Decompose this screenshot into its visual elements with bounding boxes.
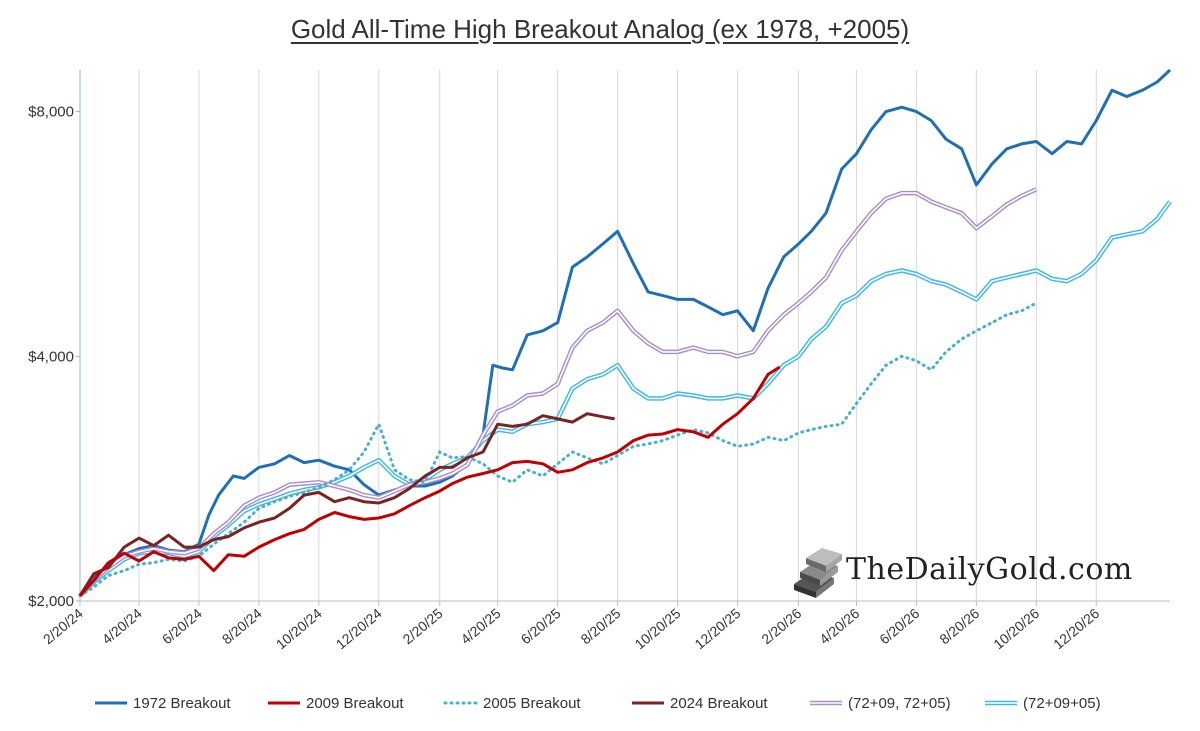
x-tick-label: 6/20/26: [876, 605, 922, 647]
x-tick-label: 12/20/25: [691, 605, 743, 652]
x-tick-label: 2/20/25: [400, 605, 446, 647]
legend-label: 2005 Breakout: [483, 695, 581, 712]
gold-bars-logo-icon: [794, 548, 842, 598]
y-tick-label: $8,000: [28, 104, 74, 121]
legend: 1972 Breakout 2009 Breakout 2005 Breakout 2…: [95, 695, 1101, 712]
y-tick-label: $2,000: [28, 593, 74, 610]
series-line: [78, 365, 781, 597]
chart-title: Gold All-Time High Breakout Analog (ex 1…: [290, 14, 910, 44]
x-tick-label: 10/20/26: [990, 605, 1042, 652]
series-1972-breakout: [78, 68, 1172, 597]
series-2005-breakout: [78, 301, 1038, 598]
legend-item: 2009 Breakout: [268, 695, 404, 712]
x-tick-label: 12/20/24: [333, 605, 385, 652]
series-72-09-05: [78, 200, 1172, 598]
x-tick-label: 8/20/24: [219, 605, 265, 647]
legend-label: 1972 Breakout: [133, 695, 231, 712]
x-tick-label: 6/20/25: [518, 605, 564, 647]
legend-label: (72+09, 72+05): [848, 695, 951, 712]
gridlines: [79, 70, 1097, 601]
legend-item: 1972 Breakout: [95, 695, 231, 712]
x-tick-label: 4/20/24: [99, 605, 145, 647]
x-tick-label: 10/20/25: [631, 605, 683, 652]
series-line-outer: [78, 200, 1172, 598]
legend-item: (72+09, 72+05): [810, 695, 951, 712]
series-line: [78, 301, 1038, 598]
legend-item: (72+09+05): [985, 695, 1101, 712]
y-tick-label: $4,000: [28, 348, 74, 365]
x-tick-label: 2/20/24: [40, 605, 86, 647]
series-2024-breakout: [78, 412, 615, 597]
watermark-text: TheDailyGold.com: [846, 552, 1133, 587]
x-tick-label: 12/20/26: [1050, 605, 1102, 652]
x-tick-label: 8/20/25: [577, 605, 623, 647]
x-tick-label: 10/20/24: [273, 605, 325, 652]
legend-item: 2024 Breakout: [632, 695, 768, 712]
series-line: [78, 68, 1172, 597]
x-tick-label: 4/20/25: [458, 605, 504, 647]
y-axis-ticks: $2,000 $4,000 $8,000: [28, 104, 80, 610]
legend-label: 2009 Breakout: [306, 695, 404, 712]
legend-item: 2005 Breakout: [443, 695, 581, 712]
series-72-09-72-05: [78, 187, 1038, 598]
series-2009-breakout: [78, 365, 781, 597]
series-line-inner: [79, 201, 1171, 597]
x-tick-label: 4/20/26: [816, 605, 862, 647]
x-tick-label: 2/20/26: [758, 605, 804, 647]
series-line: [78, 412, 615, 597]
x-tick-label: 8/20/26: [936, 605, 982, 647]
series-lines: [78, 68, 1172, 598]
x-axis-ticks: 2/20/24 4/20/24 6/20/24 8/20/24 10/20/24 12/2…: [40, 601, 1102, 652]
legend-label: 2024 Breakout: [670, 695, 768, 712]
series-line-inner: [79, 188, 1037, 597]
watermark: TheDailyGold.com: [790, 542, 1170, 602]
x-tick-label: 6/20/24: [159, 605, 205, 647]
legend-label: (72+09+05): [1023, 695, 1101, 712]
